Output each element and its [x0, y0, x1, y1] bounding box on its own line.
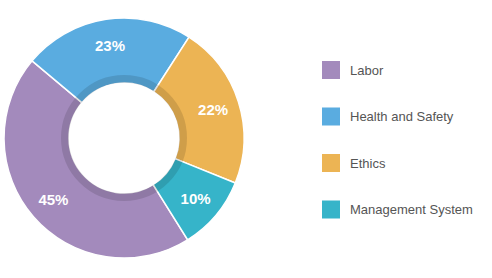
legend-item: Management System [322, 201, 473, 219]
legend-swatch [322, 154, 340, 172]
data-label: 45% [38, 191, 68, 208]
legend-swatch [322, 108, 340, 126]
pie: 45% 23% 22% 10% [4, 18, 244, 258]
chart: 45% 23% 22% 10% Labor Health and Safety Ethics… [0, 0, 492, 278]
legend-item: Ethics [322, 154, 386, 172]
data-label: 23% [95, 37, 125, 54]
legend-swatch [322, 201, 340, 219]
inner-shadow [65, 79, 183, 197]
legend-label: Labor [350, 63, 384, 78]
legend-label: Management System [350, 202, 473, 217]
legend-item: Health and Safety [322, 108, 454, 126]
legend-item: Labor [322, 61, 384, 79]
legend: Labor Health and Safety Ethics Management S… [322, 61, 473, 219]
data-label: 22% [198, 101, 228, 118]
legend-label: Health and Safety [350, 109, 454, 124]
slice [4, 61, 188, 258]
data-label: 10% [181, 190, 211, 207]
donut-hole [69, 83, 179, 193]
legend-swatch [322, 61, 340, 79]
legend-label: Ethics [350, 156, 386, 171]
